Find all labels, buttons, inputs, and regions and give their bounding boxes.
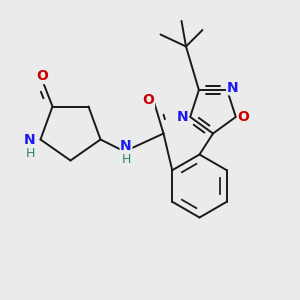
Text: N: N [120, 139, 132, 153]
Text: N: N [227, 81, 238, 95]
Text: O: O [142, 94, 154, 107]
Text: H: H [25, 147, 35, 161]
Text: O: O [36, 70, 48, 83]
Text: N: N [177, 110, 188, 124]
Text: N: N [24, 133, 36, 146]
Text: H: H [121, 153, 131, 167]
Text: O: O [237, 110, 249, 124]
